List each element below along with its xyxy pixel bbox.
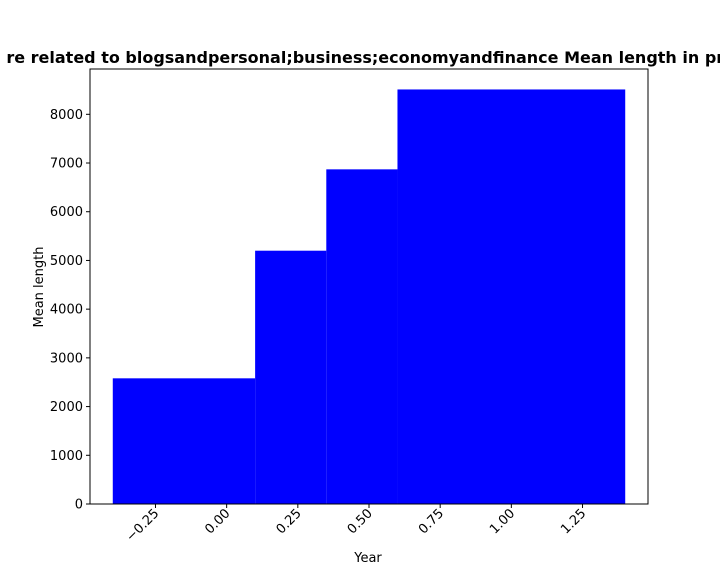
x-tick-label: 0.75 <box>416 506 447 537</box>
y-axis-label: Mean length <box>32 247 47 328</box>
y-tick-label: 0 <box>75 498 83 513</box>
bars <box>112 89 626 504</box>
bar-1 <box>255 250 327 504</box>
y-tick-label: 8000 <box>50 108 83 123</box>
y-tick-label: 6000 <box>50 205 83 220</box>
bar-2 <box>326 169 398 504</box>
x-tick-label: 0.50 <box>345 506 376 537</box>
x-tick-label: −0.25 <box>124 506 163 545</box>
y-axis-ticks: 0 1000 2000 3000 4000 5000 6000 7000 8000 <box>50 108 90 513</box>
x-axis-ticks: −0.25 0.00 0.25 0.50 0.75 1.00 1.25 <box>124 504 589 545</box>
bar-3 <box>397 89 626 504</box>
x-tick-label: 1.25 <box>558 506 589 537</box>
x-axis-label: Year <box>353 551 382 566</box>
x-tick-label: 0.00 <box>202 506 233 537</box>
y-tick-label: 7000 <box>50 157 83 172</box>
y-tick-label: 4000 <box>50 303 83 318</box>
y-tick-label: 2000 <box>50 400 83 415</box>
x-tick-label: 1.00 <box>487 506 518 537</box>
y-tick-label: 5000 <box>50 254 83 269</box>
x-tick-label: 0.25 <box>274 506 305 537</box>
bar-0 <box>112 378 256 504</box>
chart-title: re related to blogsandpersonal;business;… <box>6 48 720 67</box>
y-tick-label: 3000 <box>50 351 83 366</box>
y-tick-label: 1000 <box>50 449 83 464</box>
